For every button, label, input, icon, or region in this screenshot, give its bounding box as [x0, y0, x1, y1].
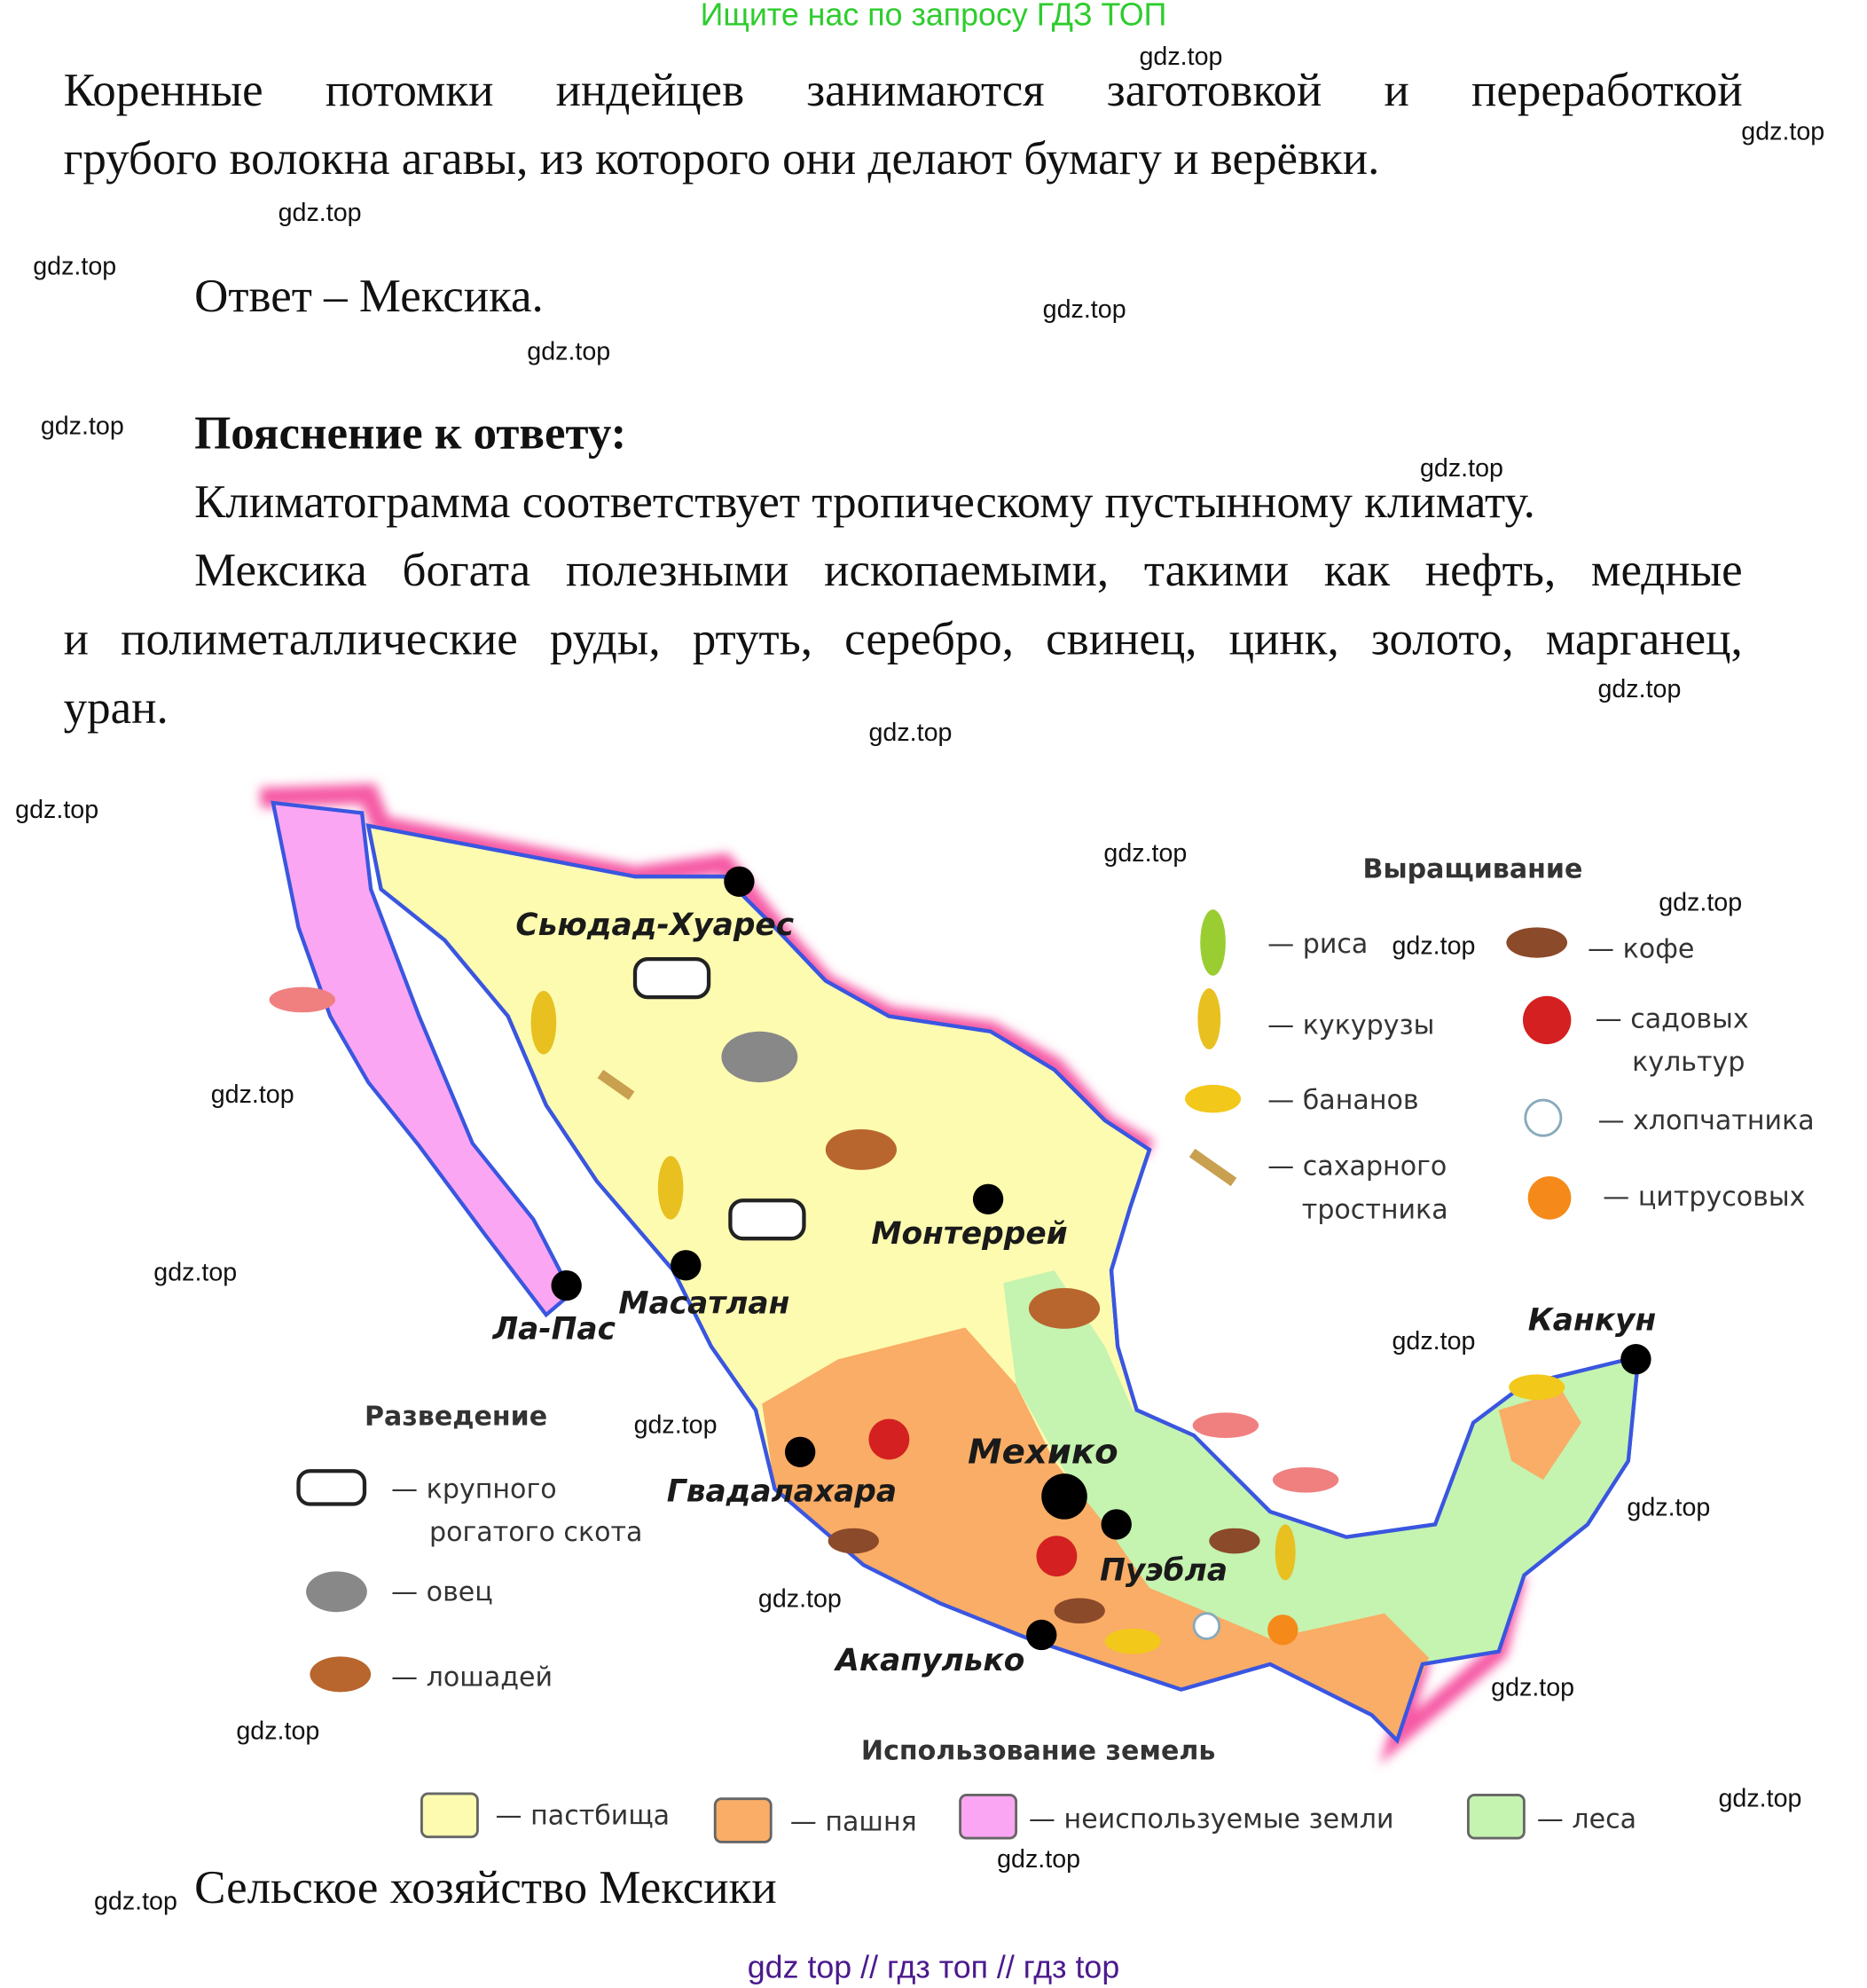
watermark: gdz.top [527, 337, 611, 366]
citrus-icon [1527, 1176, 1572, 1220]
sheep-icon [306, 1571, 367, 1613]
watermark: gdz.top [236, 1717, 320, 1746]
coffee-icon [1506, 927, 1568, 958]
watermark: gdz.top [633, 1410, 718, 1440]
paragraph-line: Климатограмма соответствует тропическому… [194, 476, 1535, 529]
map-icons [269, 957, 1565, 1654]
apple-icon [1522, 995, 1572, 1045]
city-label: Канкун [1527, 1301, 1657, 1338]
legend-label: — кукурузы [1267, 1010, 1435, 1041]
legend-label: — неиспользуемые земли [1028, 1803, 1394, 1835]
mainland-border [365, 823, 1641, 1744]
unused-land-swatch [959, 1793, 1018, 1840]
rice-icon [1200, 909, 1226, 976]
paragraph-line: уран. [63, 681, 169, 735]
watermark: gdz.top [40, 413, 124, 441]
city-label: Монтеррей [871, 1215, 1068, 1252]
watermark: gdz.top [1718, 1784, 1802, 1813]
arable-area [762, 1327, 1429, 1738]
watermark: gdz.top [1139, 43, 1223, 72]
watermark: gdz.top [1419, 454, 1503, 483]
growing-legend-title: Выращивание [1362, 853, 1583, 884]
legend-label: — пашня [789, 1806, 917, 1837]
city-label: Гвадалахара [666, 1473, 898, 1510]
paragraph-line: грубого волокна агавы, из которого они д… [63, 133, 1380, 186]
watermark: gdz.top [757, 1585, 842, 1614]
city-label: Сьюдад-Хуарес [515, 907, 795, 943]
watermark: gdz.top [1392, 932, 1476, 961]
city-label: Мехико [968, 1433, 1118, 1473]
legend-label: — овец [391, 1576, 493, 1607]
pasture-swatch [420, 1792, 479, 1839]
corn-icon [1197, 988, 1221, 1049]
legend-label: — хлопчатника [1597, 1104, 1815, 1136]
legend-label: — сахарного [1267, 1151, 1447, 1182]
forest-swatch [1466, 1793, 1526, 1840]
legend-label: — бананов [1267, 1084, 1419, 1116]
banana-icon [1185, 1084, 1242, 1113]
legend-label: — садовых [1595, 1003, 1749, 1034]
search-banner[interactable]: Ищите нас по запросу ГДЗ ТОП [700, 0, 1167, 34]
figure-caption: Сельское хозяйство Мексики [194, 1862, 777, 1915]
paragraph-line: и полиметаллические руды, ртуть, серебро… [63, 613, 1743, 666]
legend-label: — цитрусовых [1603, 1181, 1806, 1213]
watermark: gdz.top [1741, 118, 1825, 146]
city-label: Акапулько [835, 1642, 1025, 1678]
sugarcane-icon [1188, 1148, 1237, 1187]
watermark: gdz.top [153, 1259, 238, 1287]
city-label: Масатлан [618, 1285, 790, 1322]
watermark: gdz.top [1042, 295, 1126, 325]
legend-label: тростника [1301, 1194, 1448, 1225]
legend-icons [296, 909, 1572, 1693]
forest-area [1003, 1270, 1639, 1664]
watermark: gdz.top [1627, 1494, 1711, 1522]
paragraph-line: Мексика богата полезными ископаемыми, та… [194, 545, 1743, 598]
breeding-legend-title: Разведение [364, 1401, 548, 1432]
watermark: gdz.top [1597, 675, 1682, 704]
footer-links[interactable]: gdz top // гдз топ // гдз top [747, 1950, 1120, 1986]
city-dots [551, 866, 1651, 1651]
legend-label: — крупного [391, 1473, 557, 1505]
legend-label: — лошадей [391, 1662, 553, 1693]
watermark: gdz.top [33, 252, 117, 281]
watermark: gdz.top [1659, 889, 1743, 917]
watermark: gdz.top [1491, 1674, 1575, 1702]
city-label: Ла-Пас [492, 1310, 616, 1347]
city-label: Пуэбла [1100, 1552, 1228, 1588]
legend-label: — леса [1536, 1803, 1637, 1835]
watermark: gdz.top [1392, 1327, 1476, 1355]
arable-swatch [713, 1797, 773, 1843]
arable-area [1498, 1391, 1581, 1481]
watermark: gdz.top [15, 796, 99, 825]
legend-label: культур [1632, 1046, 1745, 1078]
cow-icon [296, 1469, 367, 1506]
cotton-icon [1524, 1098, 1563, 1137]
legend-label: — риса [1267, 928, 1369, 960]
watermark: gdz.top [997, 1845, 1081, 1874]
watermark: gdz.top [868, 719, 953, 748]
watermark: gdz.top [210, 1080, 294, 1110]
watermark: gdz.top [93, 1887, 177, 1916]
paragraph-line: Коренные потомки индейцев занимаются заг… [63, 65, 1743, 117]
legend-label: рогатого скота [429, 1516, 643, 1548]
explanation-heading: Пояснение к ответу: [194, 407, 627, 460]
watermark: gdz.top [278, 199, 362, 228]
legend-label: — кофе [1588, 933, 1695, 964]
landuse-legend-title: Использование земель [860, 1735, 1216, 1766]
watermark: gdz.top [1103, 839, 1188, 868]
answer-text: Ответ – Мексика. [194, 271, 544, 323]
horse-icon [310, 1656, 372, 1693]
baja-peninsula [271, 800, 575, 1318]
legend-label: — пастбища [495, 1800, 671, 1831]
